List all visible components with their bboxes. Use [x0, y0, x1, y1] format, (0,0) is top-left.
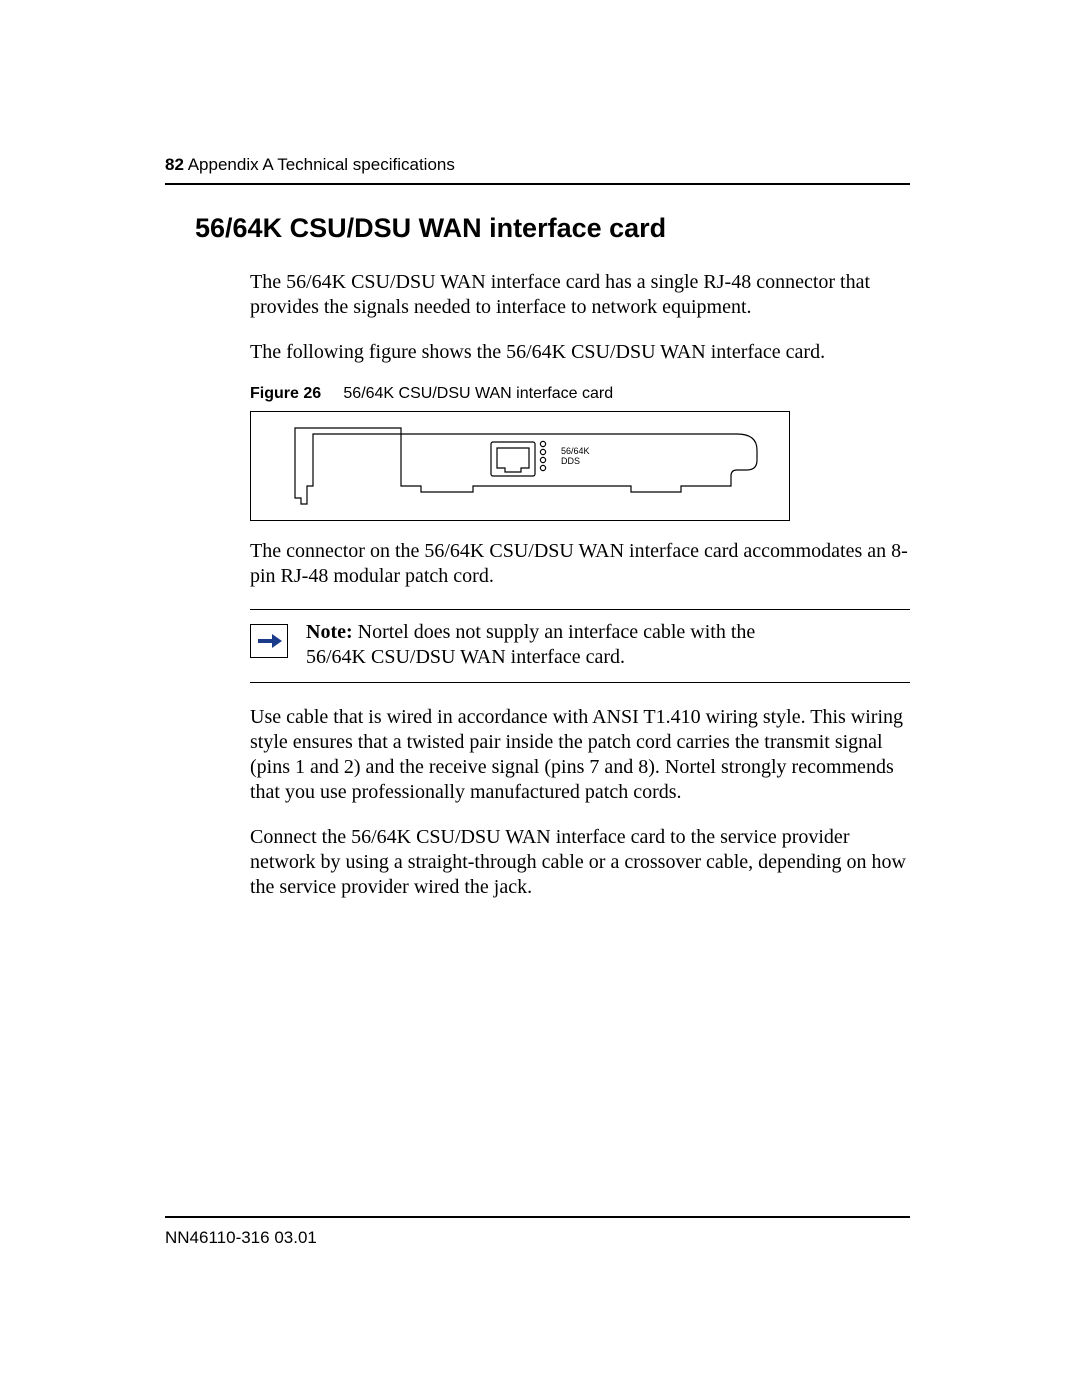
note-block: Note: Nortel does not supply an interfac… — [250, 609, 910, 683]
paragraph: Use cable that is wired in accordance wi… — [250, 705, 910, 805]
header-section: Appendix A Technical specifications — [188, 155, 455, 174]
arrow-right-icon — [250, 624, 288, 658]
note-text: Note: Nortel does not supply an interfac… — [306, 620, 910, 670]
page-content: 82 Appendix A Technical specifications 5… — [165, 155, 910, 920]
figure-label: Figure 26 — [250, 385, 321, 402]
port-label-line1: 56/64K — [561, 446, 590, 456]
port-label-line2: DDS — [561, 456, 580, 466]
figure-box: 56/64K DDS — [250, 411, 790, 521]
note-body: Nortel does not supply an interface cabl… — [306, 621, 755, 668]
note-label: Note: — [306, 621, 353, 643]
figure-caption-text: 56/64K CSU/DSU WAN interface card — [343, 385, 613, 402]
paragraph: The connector on the 56/64K CSU/DSU WAN … — [250, 539, 910, 589]
header-rule — [165, 183, 910, 185]
body: The 56/64K CSU/DSU WAN interface card ha… — [250, 270, 910, 900]
page-title: 56/64K CSU/DSU WAN interface card — [195, 213, 910, 244]
interface-card-diagram — [261, 426, 781, 508]
footer-rule — [165, 1216, 910, 1218]
figure-port-label: 56/64K DDS — [561, 446, 590, 467]
figure-caption: Figure 26 56/64K CSU/DSU WAN interface c… — [250, 385, 910, 403]
footer-doc-id: NN46110-316 03.01 — [165, 1228, 317, 1248]
page-number: 82 — [165, 155, 184, 174]
paragraph: Connect the 56/64K CSU/DSU WAN interface… — [250, 825, 910, 900]
running-header: 82 Appendix A Technical specifications — [165, 155, 910, 181]
paragraph: The following figure shows the 56/64K CS… — [250, 340, 910, 365]
paragraph: The 56/64K CSU/DSU WAN interface card ha… — [250, 270, 910, 320]
